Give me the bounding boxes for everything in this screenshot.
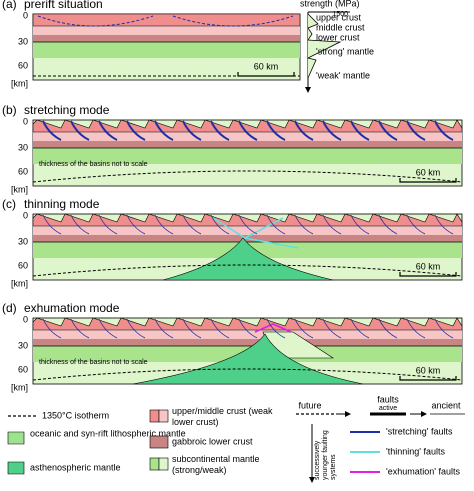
middle-crust <box>33 330 462 339</box>
strength-layer: 'strong' mantle <box>316 46 374 56</box>
legend-text: oceanic and syn-rift lithospheric mantle <box>30 428 186 438</box>
strong-mantle <box>33 148 462 164</box>
scale-label: 60 km <box>416 365 441 375</box>
middle-crust <box>33 132 462 141</box>
panel-letter: (a) <box>2 0 17 11</box>
strength-max: 1500 <box>332 11 348 18</box>
depth-label: 0 <box>23 314 28 324</box>
depth-unit: [km] <box>11 278 28 288</box>
depth-unit: [km] <box>11 382 28 392</box>
legend-text: successively younger faulting systems <box>314 430 337 480</box>
depth-label: 60 <box>18 166 28 176</box>
depth-label: 0 <box>23 210 28 220</box>
isotherm <box>32 368 463 381</box>
strong-mantle <box>33 42 300 58</box>
depth-label: 0 <box>23 10 28 20</box>
depth-unit: [km] <box>11 78 28 88</box>
lower-crust <box>33 339 462 346</box>
panel-title: thinning mode <box>24 197 100 211</box>
strength-layer: 'weak' mantle <box>316 70 370 80</box>
legend-text: 'exhumation' faults <box>386 466 460 476</box>
asthenosphere <box>162 237 334 281</box>
stretching-faults <box>42 214 454 235</box>
legend-text: faults <box>377 394 399 404</box>
legend-text: active <box>379 405 397 412</box>
isotherm <box>32 170 463 183</box>
upper-crust <box>32 317 463 331</box>
panel-title: stretching mode <box>24 103 110 117</box>
depth-label: 0 <box>23 116 28 126</box>
scale-bar <box>399 272 457 277</box>
panel-letter: (c) <box>2 197 16 211</box>
legend-text: 'stretching' faults <box>386 426 453 436</box>
asthenosphere <box>132 333 364 385</box>
scale-bar <box>399 178 457 183</box>
panel-title: prerift situation <box>24 0 103 11</box>
upper-crust <box>32 13 301 27</box>
scale-bar <box>399 376 457 381</box>
scale-bar <box>237 72 295 77</box>
legend-text: subcontinental mantle (strong/weak) <box>172 454 260 475</box>
middle-crust <box>33 226 462 235</box>
strength-curve <box>306 13 342 79</box>
depth-label: 60 <box>18 60 28 70</box>
exhumation-fault <box>254 323 292 333</box>
depth-unit: [km] <box>11 184 28 194</box>
depth-label: 30 <box>18 142 28 152</box>
legend-text: asthenospheric mantle <box>30 462 121 472</box>
lower-crust <box>33 141 462 148</box>
stretching-faults <box>42 318 454 339</box>
scale-label: 60 km <box>416 167 441 177</box>
legend-text: gabbroic lower crust <box>172 436 253 446</box>
panel-title: exhumation mode <box>24 301 120 315</box>
lower-crust <box>33 35 300 42</box>
upper-crust <box>32 213 463 227</box>
thinning-fault <box>212 217 299 249</box>
legend-text: ancient <box>431 400 461 410</box>
panel-letter: (b) <box>2 103 17 117</box>
panel-letter: (d) <box>2 301 17 315</box>
strength-layer: middle crust <box>316 22 365 32</box>
strength-layer: lower crust <box>316 32 360 42</box>
panel-note: thickness of the basins not to scale <box>39 359 148 366</box>
dashed-faults <box>37 15 294 27</box>
scale-label: 60 km <box>254 61 279 71</box>
isotherm <box>32 264 463 277</box>
strength-title: strength (MPa) <box>300 0 360 8</box>
stretching-faults <box>42 120 454 141</box>
depth-label: 60 <box>18 260 28 270</box>
depth-label: 30 <box>18 36 28 46</box>
panel-note: thickness of the basins not to scale <box>39 161 148 168</box>
legend-text: upper/middle crust (weak lower crust) <box>172 406 273 427</box>
middle-crust <box>33 26 300 35</box>
depth-label: 30 <box>18 340 28 350</box>
depth-label: 60 <box>18 364 28 374</box>
strength-layer: upper crust <box>316 12 362 22</box>
legend-text: 1350°C isotherm <box>42 410 109 420</box>
scale-label: 60 km <box>416 261 441 271</box>
depth-label: 30 <box>18 236 28 246</box>
legend-text: 'thinning' faults <box>386 446 445 456</box>
legend-text: future <box>298 400 321 410</box>
legend: 1350°C isotherm oceanic and syn-rift lit… <box>7 394 465 483</box>
